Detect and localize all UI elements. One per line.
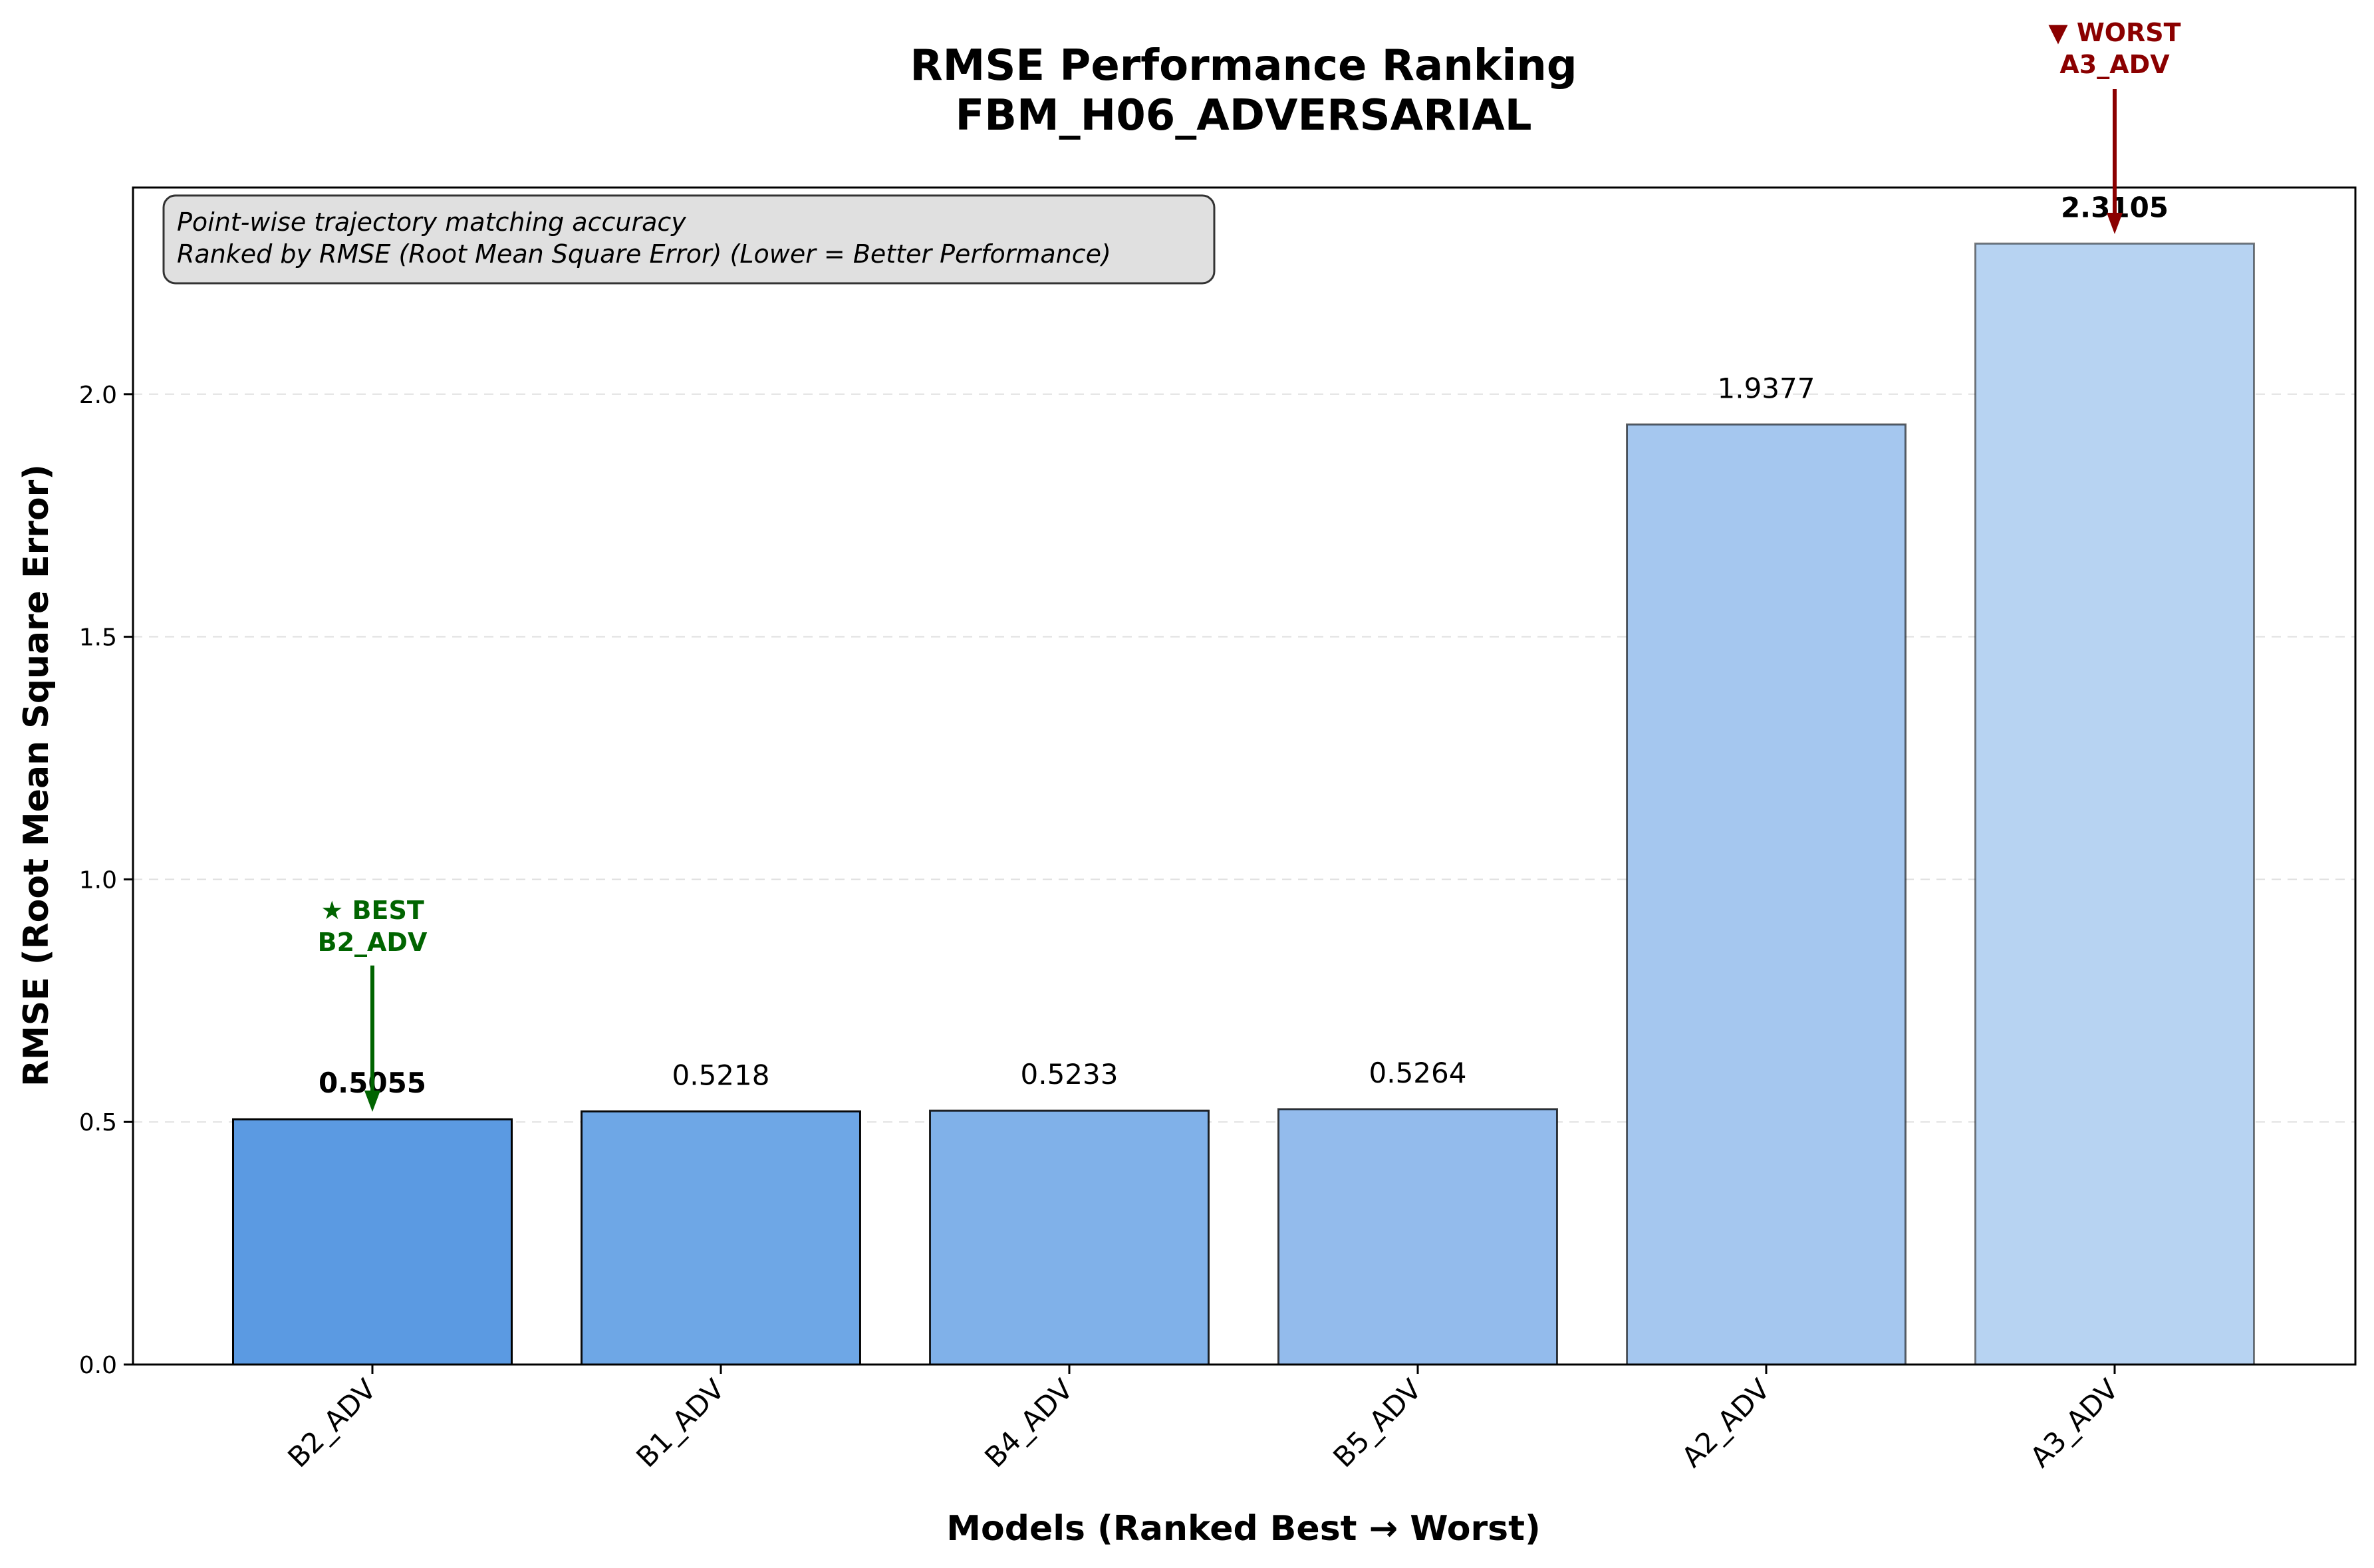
best-annotation-line-1: ★ BEST	[321, 896, 424, 925]
bar-a2-adv	[1626, 423, 1907, 1366]
plot-frame	[132, 186, 2357, 1366]
value-label: 0.5218	[672, 1059, 770, 1091]
best-annotation: ★ BEST B2_ADV	[318, 896, 428, 1112]
value-label: 0.5264	[1369, 1057, 1467, 1089]
info-box-line-1: Point-wise trajectory matching accuracy	[177, 207, 686, 237]
value-label: 0.5233	[1021, 1058, 1119, 1091]
y-tick-label: 0.5	[79, 1109, 117, 1136]
bar-b5-adv	[1277, 1108, 1558, 1366]
bar-b2-adv	[232, 1118, 513, 1366]
y-tick-label: 0.0	[79, 1352, 117, 1379]
y-tick-label: 1.0	[79, 866, 117, 894]
value-label: 1.9377	[1718, 372, 1815, 404]
y-tick-label: 2.0	[79, 382, 117, 409]
worst-annotation-line-2: A3_ADV	[2059, 50, 2170, 79]
bar-a3-adv	[1974, 242, 2255, 1366]
bar-b4-adv	[929, 1109, 1210, 1366]
info-box	[162, 194, 1216, 285]
info-box-line-2: Ranked by RMSE (Root Mean Square Error) …	[177, 239, 1111, 269]
best-annotation-line-2: B2_ADV	[318, 928, 428, 957]
chart-subtitle: FBM_H06_ADVERSARIAL	[955, 91, 1531, 140]
best-arrowhead-icon	[364, 1091, 380, 1112]
worst-annotation-line-1: ▼ WORST	[2048, 18, 2180, 47]
x-axis-label: Models (Ranked Best → Worst)	[946, 1509, 1540, 1549]
y-tick-label: 1.5	[79, 624, 117, 652]
y-axis-label: RMSE (Root Mean Square Error)	[17, 464, 57, 1087]
worst-annotation: ▼ WORST A3_ADV	[2048, 18, 2181, 234]
chart-title: RMSE Performance Ranking	[910, 41, 1577, 90]
y-axis-ticks: 0.0 0.5 1.0 1.5 2.0	[79, 382, 133, 1379]
worst-arrowhead-icon	[2107, 213, 2123, 234]
bar-b1-adv	[581, 1110, 861, 1366]
